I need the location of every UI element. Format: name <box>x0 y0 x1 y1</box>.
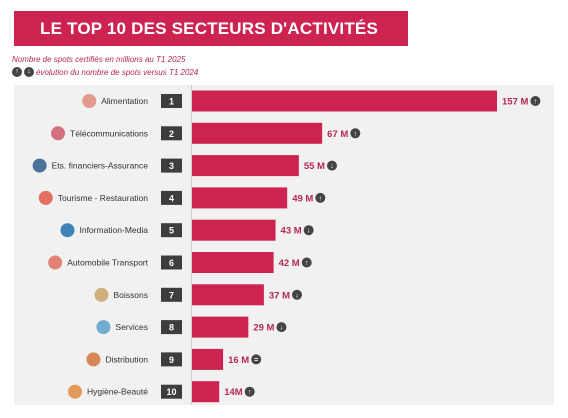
axis-divider <box>191 85 192 405</box>
bar <box>192 90 497 112</box>
gears-icon <box>96 320 111 335</box>
bar <box>192 122 323 144</box>
trend-up-icon <box>315 192 326 203</box>
value-label: 42 M <box>279 258 300 269</box>
rank-badge <box>161 190 182 205</box>
bar <box>192 155 299 177</box>
value-label: 14M <box>224 387 243 398</box>
box-icon <box>86 352 101 367</box>
category-label: Ets. financiers-Assurance <box>52 161 149 171</box>
trend-down-icon <box>326 160 337 171</box>
value-label: 37 M <box>269 290 290 301</box>
value-label: 49 M <box>292 193 313 204</box>
rank-badge <box>161 94 182 108</box>
trend-up-icon <box>301 257 312 268</box>
bar <box>192 284 264 306</box>
trend-up-icon <box>530 96 541 106</box>
rank-badge <box>161 320 182 335</box>
trend-legend: ↑ ↓ évolution du nombre de spots versus … <box>12 67 198 77</box>
trend-up-icon <box>350 128 361 139</box>
rank-badge <box>161 352 182 367</box>
rank-number: 6 <box>169 258 174 268</box>
category-label: Boissons <box>114 290 149 300</box>
trend-glyph: ↓ <box>330 163 334 170</box>
value-label: 29 M <box>253 323 274 334</box>
page-title: LE TOP 10 DES SECTEURS D'ACTIVITÉS <box>14 11 408 46</box>
category-label: Télécommunications <box>70 128 148 138</box>
category-label: Hygiène-Beauté <box>87 387 148 397</box>
trend-glyph: = <box>254 357 258 364</box>
travel-icon <box>38 190 53 205</box>
trend-glyph: ↓ <box>295 292 299 299</box>
bar <box>192 381 220 403</box>
cutlery-icon <box>82 94 97 108</box>
chart-subtitle: Nombre de spots certifiés en millions au… <box>12 55 186 64</box>
rank-number: 10 <box>166 387 176 397</box>
rank-badge <box>161 255 182 270</box>
rank-number: 4 <box>169 193 174 203</box>
rank-badge <box>161 287 182 302</box>
bottle-icon <box>94 287 109 302</box>
category-label: Distribution <box>105 354 148 364</box>
trend-down-icon <box>303 225 314 236</box>
rank-badge <box>161 223 182 238</box>
trend-equal-icon <box>251 354 262 365</box>
rank-badge <box>161 126 182 141</box>
value-label: 43 M <box>281 226 302 237</box>
category-label: Tourisme - Restauration <box>58 193 149 203</box>
rank-number: 2 <box>169 129 174 139</box>
bank-icon <box>32 158 47 173</box>
cosmetics-icon <box>68 384 83 399</box>
value-label: 157 M <box>502 97 528 108</box>
category-label: Services <box>115 322 148 332</box>
rank-number: 8 <box>169 323 174 333</box>
trend-glyph: ↑ <box>305 260 309 267</box>
trend-up-icon <box>244 386 255 397</box>
trend-glyph: ↑ <box>534 99 538 106</box>
phone-icon <box>51 126 66 141</box>
trend-glyph: ↑ <box>319 195 323 202</box>
trend-glyph: ↑ <box>248 389 252 396</box>
rank-number: 1 <box>169 97 174 107</box>
rank-number: 7 <box>169 290 174 300</box>
bar <box>192 316 249 338</box>
rank-number: 5 <box>169 226 174 236</box>
bar <box>192 219 276 241</box>
play-icon <box>60 223 75 238</box>
arrow-down-icon: ↓ <box>24 67 34 77</box>
category-label: Information-Media <box>79 225 148 235</box>
arrow-up-icon: ↑ <box>12 67 22 77</box>
car-icon <box>48 255 63 270</box>
rank-badge <box>161 384 182 399</box>
trend-down-icon <box>292 289 303 300</box>
rank-number: 9 <box>169 355 174 365</box>
category-label: Alimentation <box>101 96 148 106</box>
category-label: Automobile Transport <box>67 258 148 268</box>
rank-badge <box>161 158 182 173</box>
trend-glyph: ↓ <box>280 325 284 332</box>
trend-down-icon <box>276 322 287 333</box>
bar <box>192 348 224 370</box>
value-label: 16 M <box>228 355 249 366</box>
bar <box>192 252 274 273</box>
bar <box>192 187 288 209</box>
value-label: 55 M <box>304 161 325 172</box>
value-label: 67 M <box>327 129 348 140</box>
trend-glyph: ↑ <box>354 131 358 138</box>
trend-glyph: ↓ <box>307 228 311 235</box>
trend-legend-text: évolution du nombre de spots versus T1 2… <box>36 67 199 77</box>
rank-number: 3 <box>169 161 174 171</box>
